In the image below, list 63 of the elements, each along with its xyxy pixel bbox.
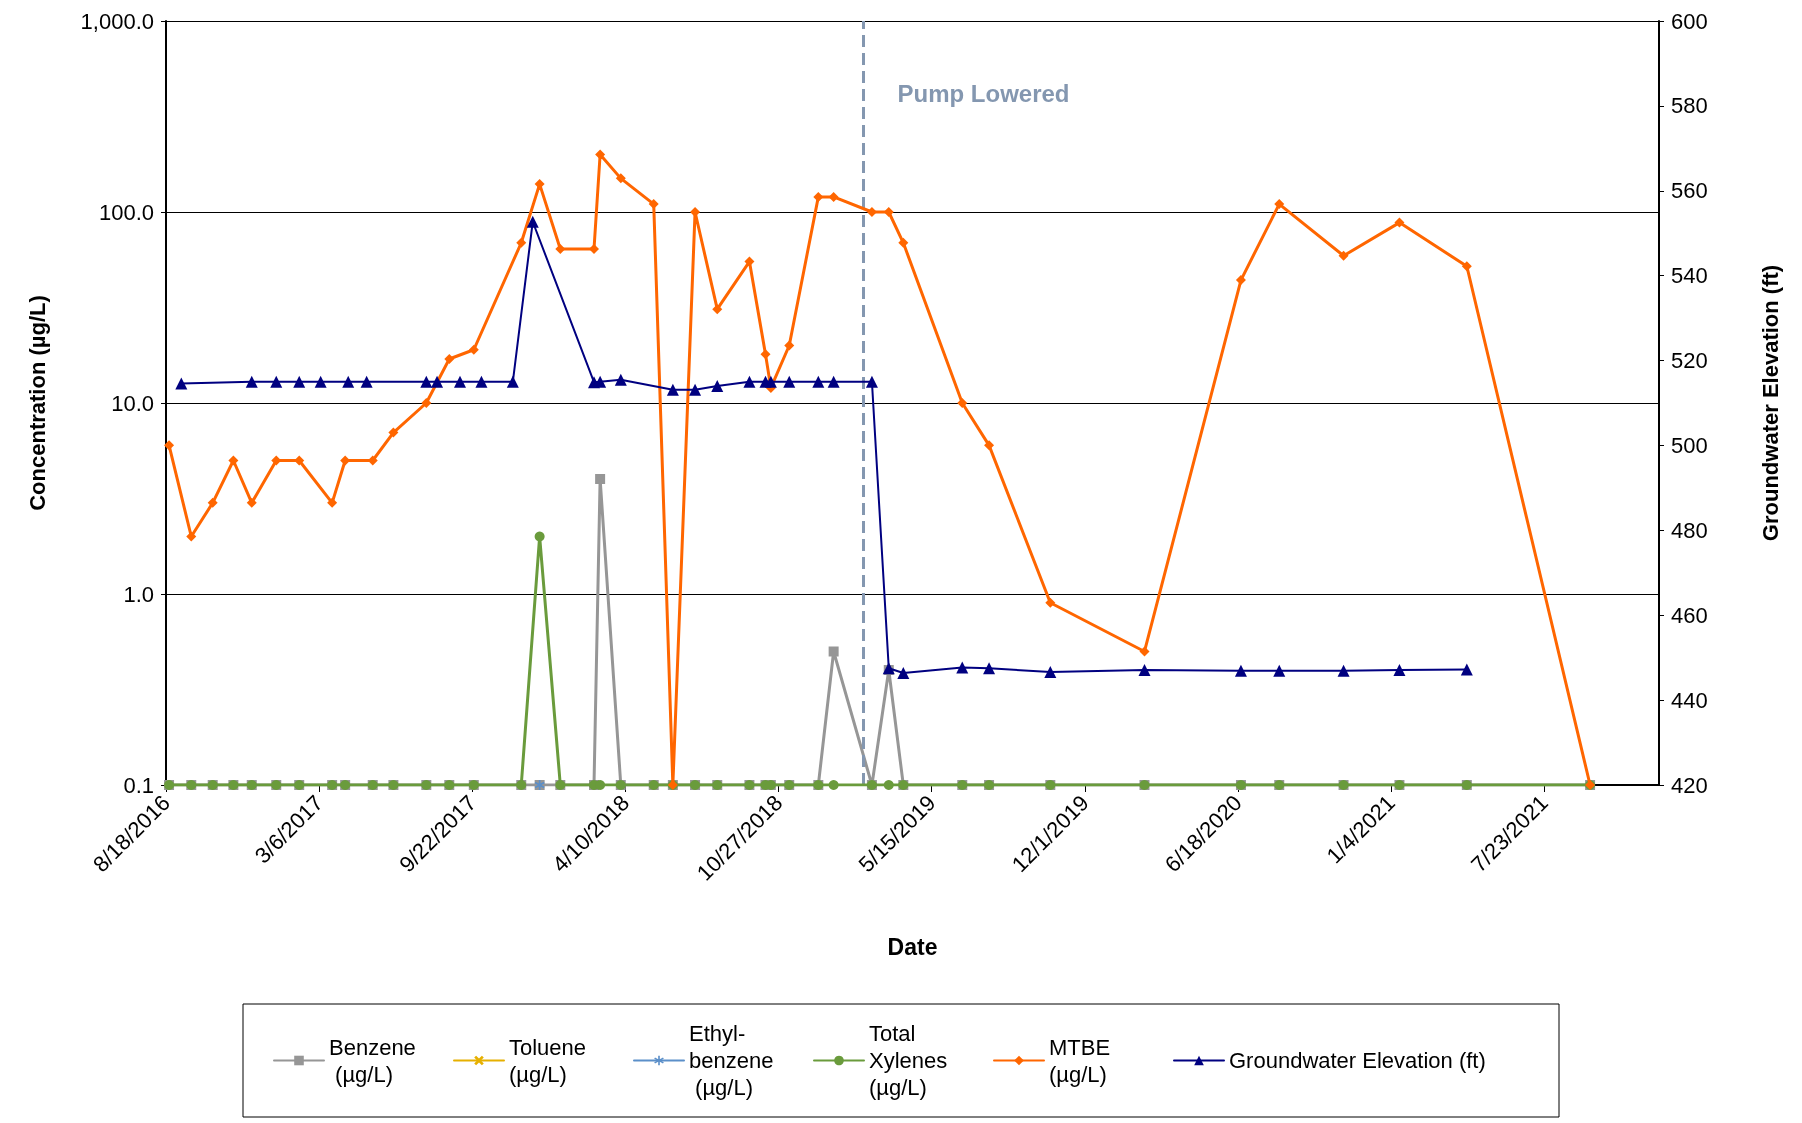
point — [984, 440, 995, 451]
point — [444, 353, 455, 364]
point — [595, 474, 606, 485]
point — [595, 149, 606, 160]
point — [828, 646, 839, 657]
point — [421, 398, 432, 408]
point — [784, 340, 795, 351]
ref-line-label: Pump Lowered — [897, 79, 1070, 107]
point — [712, 304, 723, 315]
point — [898, 237, 909, 248]
point — [294, 455, 305, 466]
legend-label: Total Xylenes (µg/L) — [869, 1021, 954, 1100]
y2-tick-label: 420 — [1671, 772, 1708, 798]
point — [813, 191, 824, 202]
point — [388, 427, 399, 438]
point — [327, 497, 338, 508]
legend-label: MTBE (µg/L) — [1049, 1034, 1117, 1087]
legend-label: Toluene (µg/L) — [509, 1034, 593, 1087]
point — [828, 191, 839, 202]
point — [164, 440, 175, 451]
y2-tick-label: 540 — [1671, 263, 1708, 289]
point — [534, 531, 545, 542]
point — [690, 207, 701, 217]
point — [468, 344, 479, 355]
point — [1461, 261, 1472, 272]
point — [760, 349, 771, 360]
legend-label: Benzene (µg/L) — [329, 1034, 416, 1087]
y-tick-label: 1.0 — [123, 581, 154, 607]
point — [828, 780, 839, 790]
point — [866, 207, 877, 217]
point — [228, 455, 239, 466]
point — [1045, 597, 1056, 608]
point — [207, 497, 218, 508]
point — [1235, 275, 1246, 286]
point — [1139, 646, 1150, 657]
point — [1394, 217, 1405, 228]
y2-tick-label: 520 — [1671, 348, 1708, 374]
y-tick-label: 0.1 — [123, 772, 154, 798]
point — [186, 531, 197, 542]
y-axis-title: Concentration (µg/L) — [24, 295, 50, 511]
y-tick-label: 10.0 — [111, 390, 154, 416]
y2-tick-label: 460 — [1671, 602, 1708, 628]
legend-label: Ethyl-benzene (µg/L) — [689, 1021, 774, 1100]
y2-tick-label: 600 — [1671, 8, 1708, 34]
point — [246, 497, 257, 508]
point — [883, 780, 894, 790]
y2-tick-label: 500 — [1671, 432, 1708, 458]
x-axis-title: Date — [887, 933, 938, 960]
y-tick-label: 1,000.0 — [80, 8, 154, 34]
point — [1338, 250, 1349, 261]
point — [615, 173, 626, 184]
point — [555, 244, 566, 255]
y2-tick-label: 440 — [1671, 687, 1708, 713]
y2-axis-title: Groundwater Elevation (ft) — [1757, 264, 1783, 542]
point — [957, 398, 968, 408]
point — [1274, 199, 1285, 210]
y2-tick-label: 580 — [1671, 93, 1708, 119]
point — [516, 237, 527, 248]
point — [744, 256, 755, 267]
y2-tick-label: 560 — [1671, 178, 1708, 204]
y-tick-label: 100.0 — [98, 199, 154, 225]
legend-label: Groundwater Elevation (ft) — [1229, 1048, 1486, 1073]
y2-tick-label: 480 — [1671, 517, 1708, 543]
